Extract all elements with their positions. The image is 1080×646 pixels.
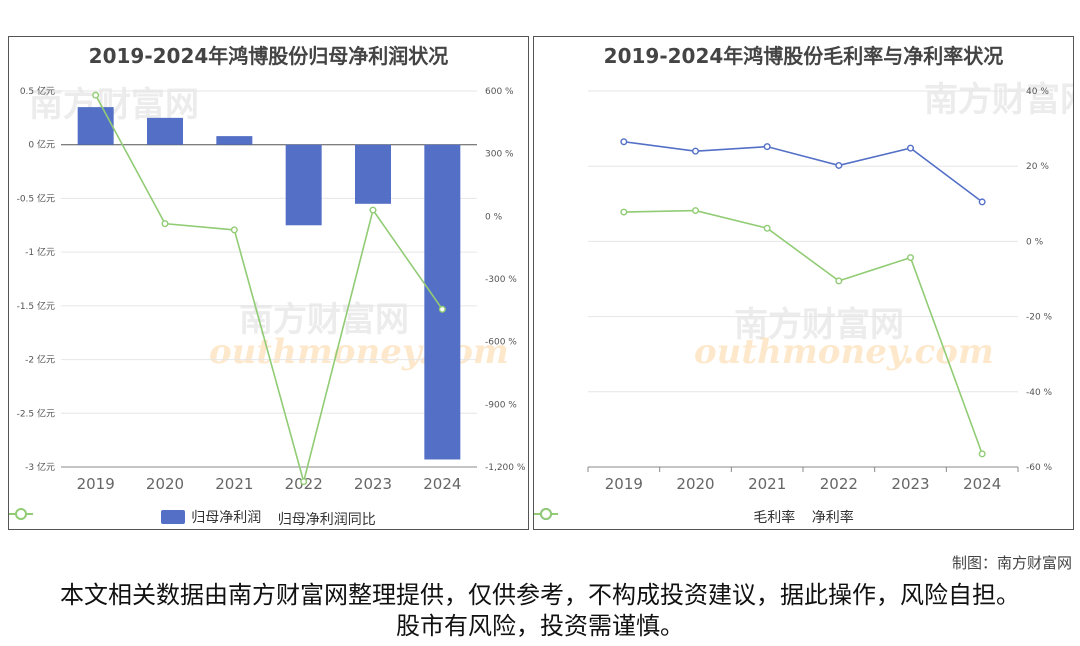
x-tick-label: 2021: [215, 475, 253, 493]
chart-legend: 归母净利润 归母净利润同比: [9, 507, 528, 529]
point-net-2022: [835, 277, 843, 285]
y-right-tick-label: 40 %: [1026, 87, 1049, 97]
point-gross-2021: [763, 143, 771, 151]
bar-2022: [285, 144, 322, 226]
x-tick-label: 2022: [820, 475, 858, 493]
point-gross-2023: [907, 144, 915, 152]
legend-label: 净利率: [811, 510, 854, 526]
y-right-tick-label: 600 %: [485, 87, 514, 97]
point-yoy-2023: [369, 206, 377, 214]
legend-label: 归母净利润同比: [277, 512, 376, 528]
line-net-profit-yoy: [94, 94, 443, 485]
legend-item-gross-margin[interactable]: 毛利率: [534, 507, 796, 527]
y-left-tick-label: -0.5 亿元: [17, 192, 55, 204]
chart-legend: 毛利率 净利率: [534, 507, 1073, 527]
disclaimer-text: 本文相关数据由南方财富网整理提供，仅供参考，不构成投资建议，据此操作，风险自担。…: [60, 581, 1020, 640]
line-net-margin: [623, 209, 983, 455]
legend-label: 归母净利润: [191, 510, 262, 526]
x-tick-label: 2021: [748, 475, 786, 493]
legend-bar-swatch: [161, 510, 186, 524]
x-tick-label: 2019: [77, 475, 115, 493]
bar-2023: [355, 144, 391, 204]
chart-title: 2019-2024年鸿博股份毛利率与净利率状况: [603, 44, 1004, 68]
point-gross-2022: [835, 161, 843, 169]
y-right-tick-label: 0 %: [1026, 237, 1044, 247]
point-net-2021: [763, 224, 771, 232]
bar-2019: [77, 107, 114, 145]
bar-2021: [216, 136, 253, 145]
x-tick-label: 2019: [605, 475, 643, 493]
y-left-tick-label: -2.5 亿元: [17, 407, 55, 419]
legend-item-net-profit-yoy[interactable]: 归母净利润同比: [9, 508, 376, 529]
y-right-tick-label: -60 %: [1026, 463, 1053, 473]
bar-2024: [424, 144, 461, 460]
point-net-2023: [907, 254, 915, 262]
y-right-tick-label: 0 %: [485, 212, 503, 222]
chart-title: 2019-2024年鸿博股份归母净利润状况: [88, 44, 449, 68]
point-net-2019: [620, 208, 628, 216]
x-tick-label: 2024: [963, 475, 1001, 493]
x-tick-label: 2023: [354, 475, 392, 493]
x-tick-label: 2023: [891, 475, 929, 493]
legend-line-swatch: [534, 508, 558, 520]
y-right-tick-label: 20 %: [1026, 162, 1049, 172]
chart-credit: 制图：南方财富网: [951, 554, 1072, 572]
point-gross-2020: [691, 147, 699, 155]
y-left-tick-label: -1 亿元: [25, 246, 55, 258]
y-right-tick-label: -20 %: [1026, 313, 1053, 323]
legend-line-swatch: [9, 508, 33, 520]
point-yoy-2019: [92, 91, 100, 99]
point-gross-2019: [620, 138, 628, 146]
y-right-tick-label: -300 %: [485, 275, 517, 285]
point-net-2020: [691, 207, 699, 215]
point-net-2024: [978, 450, 986, 458]
y-left-tick-label: -1.5 亿元: [17, 300, 55, 312]
point-yoy-2021: [230, 226, 238, 234]
x-tick-label: 2024: [423, 475, 461, 493]
net-profit-chart: 0.5 亿元 0 亿元 -0.5 亿元 -1 亿元 -1.5 亿元 -2 亿元 -2.5 亿…: [17, 85, 526, 493]
y-left-tick-label: 0.5 亿元: [20, 85, 55, 97]
margin-chart: 40 % 20 % 0 % -20 % -40 % -60 % 2019 2020 2021 20…: [587, 87, 1053, 493]
x-tick-label: 2020: [146, 475, 184, 493]
y-right-tick-label: -600 %: [485, 338, 517, 348]
y-right-tick-label: -1,200 %: [485, 463, 526, 473]
point-yoy-2020: [161, 220, 169, 228]
y-right-tick-label: -40 %: [1026, 388, 1053, 398]
y-left-tick-label: -2 亿元: [25, 354, 55, 366]
margin-chart-panel: 南方财富网 outhmoney.com 南方财富网 40 %20 %0 %-20…: [533, 36, 1074, 530]
y-left-tick-label: -3 亿元: [25, 461, 55, 473]
point-yoy-2024: [438, 305, 446, 313]
line-gross-margin: [623, 140, 983, 203]
y-left-tick-label: 0 亿元: [28, 139, 55, 151]
bar-2020: [147, 117, 183, 145]
legend-item-net-margin[interactable]: 净利率: [534, 507, 854, 527]
point-yoy-2022: [300, 478, 308, 486]
legend-item-net-profit[interactable]: 归母净利润: [161, 507, 261, 527]
y-right-tick-label: -900 %: [485, 400, 517, 410]
x-tick-label: 2020: [676, 475, 714, 493]
point-gross-2024: [978, 198, 986, 206]
legend-label: 毛利率: [753, 510, 796, 526]
net-profit-chart-panel: 南方财富网 南方财富网 outhmoney.com 0.5 亿元 0 亿元 -0.5…: [8, 36, 529, 530]
y-right-tick-label: 300 %: [485, 150, 514, 160]
